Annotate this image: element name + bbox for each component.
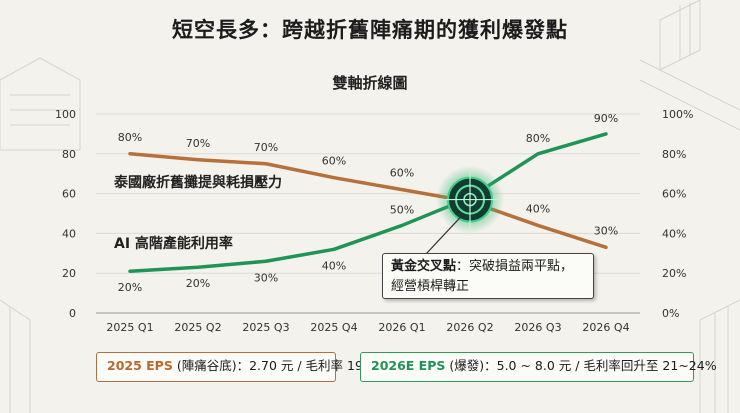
data-label: 20% <box>118 281 142 294</box>
right-tick-label: 80% <box>662 148 686 161</box>
chart-title: 雙軸折線圖 <box>332 74 408 92</box>
eps-2025-paren: (陣痛谷底) <box>172 358 237 373</box>
data-label: 60% <box>322 155 346 168</box>
left-tick-label: 0 <box>69 307 76 320</box>
eps-2025-text: ：2.70 元 / 毛利率 19.3% <box>236 358 387 373</box>
right-tick-label: 0% <box>662 307 679 320</box>
data-label: 70% <box>186 137 210 150</box>
left-tick-label: 60 <box>62 188 76 201</box>
data-label: 40% <box>526 202 550 215</box>
right-tick-label: 100% <box>662 108 693 121</box>
eps-2026-box: 2026E EPS (爆發)：5.0 ~ 8.0 元 / 毛利率回升至 21~2… <box>360 352 717 382</box>
eps-2026-key: 2026E EPS <box>371 358 446 373</box>
series-label-utilization: AI 高階產能利用率 <box>114 235 233 252</box>
x-tick-label: 2026 Q4 <box>582 321 629 334</box>
left-tick-label: 20 <box>62 267 76 280</box>
data-label: 80% <box>118 131 142 144</box>
data-label: 60% <box>390 167 414 180</box>
page-title: 短空長多：跨越折舊陣痛期的獲利爆發點 <box>172 18 568 42</box>
eps-2026-paren: (爆發) <box>445 358 485 373</box>
callout-label: 黃金交叉點 <box>391 259 457 274</box>
data-label: 40% <box>322 259 346 272</box>
data-label: 30% <box>254 271 278 284</box>
callout-text-2: 經營槓桿轉正 <box>391 279 470 294</box>
left-tick-label: 40 <box>62 227 76 240</box>
x-tick-label: 2026 Q3 <box>514 321 561 334</box>
x-tick-label: 2026 Q1 <box>378 321 425 334</box>
series-lines <box>128 132 608 273</box>
right-tick-label: 20% <box>662 267 686 280</box>
axes: 0 0% 20 20% 40 40% 60 60% 80 80% 100 100% 2025 Q1 202… <box>55 108 693 334</box>
series-line <box>128 152 608 250</box>
x-tick-label: 2025 Q4 <box>310 321 357 334</box>
x-tick-label: 2025 Q2 <box>174 321 221 334</box>
right-tick-label: 60% <box>662 188 686 201</box>
eps-2026-text: ：5.0 ~ 8.0 元 / 毛利率回升至 21~24% <box>484 358 717 373</box>
callout-text-1: ：突破損益兩平點， <box>456 259 574 274</box>
data-label: 90% <box>594 112 618 125</box>
data-label: 80% <box>526 132 550 145</box>
x-tick-label: 2025 Q1 <box>106 321 153 334</box>
data-label: 20% <box>186 277 210 290</box>
x-tick-label: 2025 Q3 <box>242 321 289 334</box>
x-tick-label: 2026 Q2 <box>446 321 493 334</box>
data-label: 50% <box>390 203 414 216</box>
golden-cross-callout: 黃金交叉點：突破損益兩平點， 經營槓桿轉正 <box>382 253 594 299</box>
right-tick-label: 40% <box>662 227 686 240</box>
series-label-depreciation: 泰國廠折舊攤提與耗損壓力 <box>113 174 282 191</box>
series-line <box>128 132 608 273</box>
data-labels: 80% 70% 70% 60% 60% 40% 30% 20% 20% 30% 40% 50% 80% 9… <box>118 112 618 294</box>
eps-2025-box: 2025 EPS (陣痛谷底)：2.70 元 / 毛利率 19.3% <box>96 352 387 382</box>
crossover-target-icon <box>436 165 504 234</box>
left-tick-label: 100 <box>55 108 76 121</box>
eps-2025-key: 2025 EPS <box>107 358 173 373</box>
callout-pointer <box>424 215 463 256</box>
data-label: 70% <box>254 141 278 154</box>
data-label: 30% <box>594 224 618 237</box>
left-tick-label: 80 <box>62 148 76 161</box>
